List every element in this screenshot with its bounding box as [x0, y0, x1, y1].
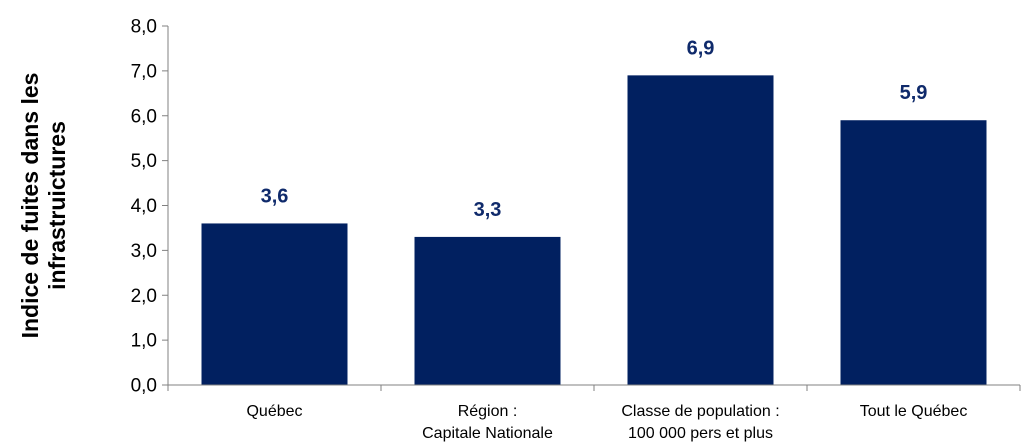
y-tick-label: 3,0 [131, 241, 157, 262]
x-category-label: Région : Capitale Nationale [422, 403, 553, 442]
y-tick-label: 1,0 [131, 331, 157, 352]
y-tick-label: 0,0 [131, 376, 157, 397]
y-axis-label: Indice de fuites dans lesinfrastruicture… [17, 73, 70, 339]
y-tick-label: 4,0 [131, 196, 157, 217]
bar [414, 236, 561, 385]
y-tick-label: 5,0 [131, 151, 157, 172]
bar [627, 75, 774, 386]
x-category-label-line: Capitale Nationale [422, 425, 553, 442]
bar [840, 120, 987, 386]
y-axis-label-line: infrastruictures [44, 121, 70, 290]
y-tick-label: 6,0 [131, 106, 157, 127]
y-axis-ticks: 0,0 1,0 2,0 3,0 4,0 5,0 6,0 7,0 8,0 [131, 17, 168, 397]
x-category-label-line: Région : [458, 403, 518, 420]
axes [167, 26, 1021, 391]
bars [201, 75, 987, 386]
y-axis-label-line: Indice de fuites dans les [17, 73, 43, 339]
bar-value-label: 5,9 [900, 82, 928, 104]
x-category-label-line: Classe de population : [621, 403, 779, 420]
data-labels: 3,6 3,3 6,9 5,9 [261, 37, 928, 221]
y-tick-label: 7,0 [131, 61, 157, 82]
x-category-label-line: 100 000 pers et plus [628, 425, 773, 442]
x-category-label: Classe de population : 100 000 pers et pl… [621, 403, 779, 442]
bar-value-label: 6,9 [687, 37, 715, 59]
x-category-label: Québec [246, 403, 302, 420]
bar-value-label: 3,3 [474, 199, 502, 221]
bar-value-label: 3,6 [261, 185, 289, 207]
y-tick-label: 2,0 [131, 286, 157, 307]
x-category-label-line: Tout le Québec [860, 403, 968, 420]
y-axis-title: Indice de fuites dans lesinfrastruicture… [17, 73, 70, 339]
x-axis-categories: Québec Région : Capitale Nationale Classe d… [246, 403, 967, 442]
y-tick-label: 8,0 [131, 17, 157, 38]
bar [201, 223, 348, 385]
x-category-label-line: Québec [246, 403, 302, 420]
x-category-label: Tout le Québec [860, 403, 968, 420]
